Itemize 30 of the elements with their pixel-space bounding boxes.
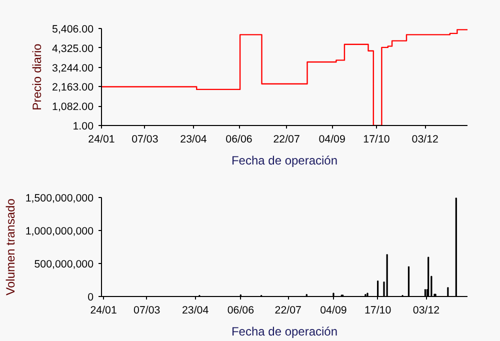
x-tick-label: 17/10 [364,304,392,316]
y-tick-label: 2,163.00 [52,82,94,94]
x-tick-label: 22/07 [273,134,300,146]
x-tick-label: 23/04 [180,134,207,146]
x-tick-label: 07/03 [134,304,160,316]
x-tick-label: 23/04 [182,304,209,316]
x-tick-label: 24/01 [90,304,117,316]
x-tick-label: 06/06 [227,304,254,316]
x-tick-label: 06/06 [226,134,252,146]
y-tick-label: 4,325.00 [52,42,94,55]
y-tick-label: 0 [88,292,94,304]
y-tick-label: 1,000,000,000 [25,226,94,238]
x-axis-title: Fecha de operación [231,324,338,338]
y-tick-label: 3,244.00 [52,62,94,74]
y-tick-label: 1,500,000,000 [25,192,94,204]
y-tick-label: 5,406.00 [52,24,94,36]
y-tick-label: 1.00 [72,120,94,132]
y-tick-label: 500,000,000 [34,258,94,270]
x-tick-label: 03/12 [412,304,440,316]
x-tick-label: 22/07 [274,304,302,316]
y-axis-title: Volumen transado [3,198,18,296]
y-tick-label: 1,082.00 [52,101,94,114]
x-tick-label: 07/03 [132,134,158,146]
x-tick-label: 04/09 [320,304,347,316]
x-tick-label: 04/09 [318,134,346,146]
x-tick-label: 03/12 [412,134,439,146]
x-tick-label: 24/01 [88,134,115,146]
x-axis-title: Fecha de operación [231,154,338,168]
x-tick-label: 17/10 [363,134,390,146]
y-axis-title: Precio diario [30,43,44,110]
